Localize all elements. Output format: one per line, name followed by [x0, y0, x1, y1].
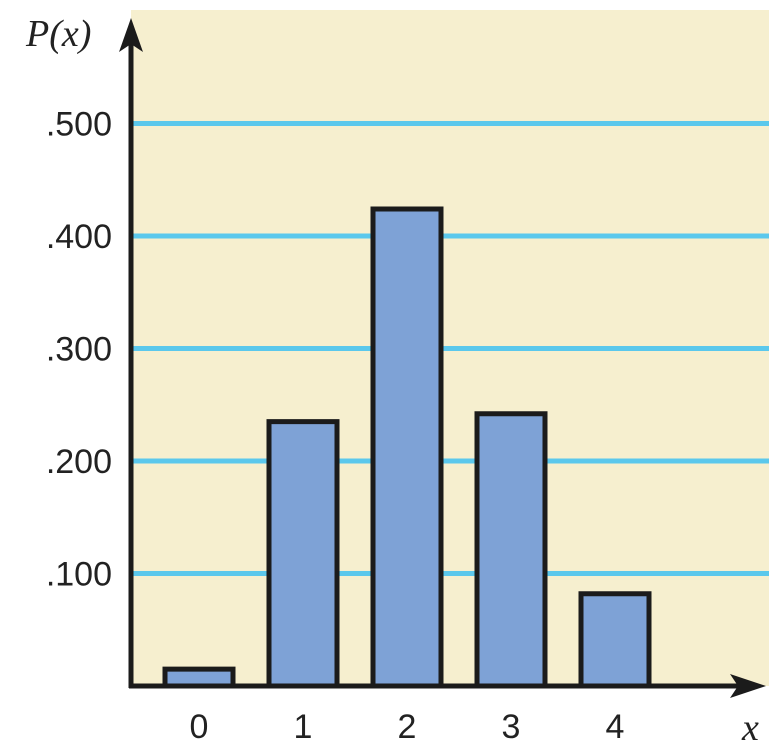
x-tick-label: 2 [398, 708, 417, 746]
x-axis-title: x [741, 707, 759, 747]
bar-0 [165, 669, 233, 686]
y-tick-label: .300 [46, 331, 112, 369]
x-tick-label: 3 [502, 708, 521, 746]
y-axis-title: P(x) [25, 13, 91, 55]
y-tick-label: .200 [46, 443, 112, 481]
x-tick-labels: 0 1 2 3 4 [190, 708, 625, 746]
x-tick-label: 4 [606, 708, 625, 746]
y-tick-labels: .100 .200 .300 .400 .500 [46, 106, 112, 594]
x-tick-label: 1 [294, 708, 313, 746]
bar-4 [581, 594, 649, 686]
bar-2 [373, 209, 441, 686]
bar-3 [477, 414, 545, 686]
x-tick-label: 0 [190, 708, 209, 746]
y-tick-label: .400 [46, 218, 112, 256]
y-tick-label: .100 [46, 556, 112, 594]
bar-1 [269, 422, 337, 686]
y-tick-label: .500 [46, 106, 112, 144]
